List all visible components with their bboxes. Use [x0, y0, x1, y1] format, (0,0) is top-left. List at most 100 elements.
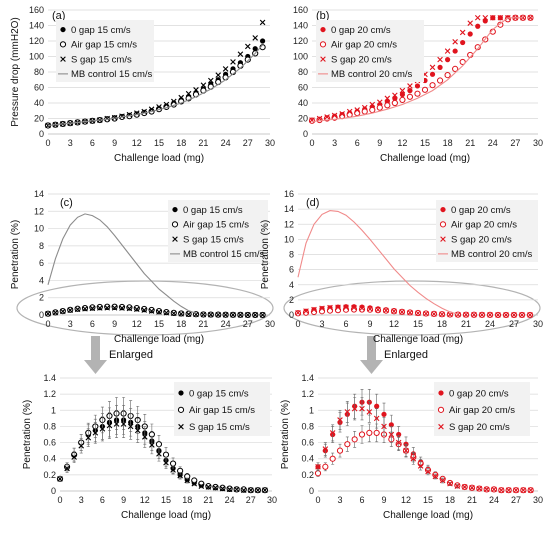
legend-entry: 0 gap 15 cm/s	[183, 205, 243, 216]
legend-swatch	[320, 56, 326, 62]
panel-label: (c)	[60, 197, 73, 209]
data-point	[511, 312, 517, 318]
data-point	[399, 96, 406, 104]
y-tick-label: 80	[298, 67, 308, 77]
x-tick-label: 24	[225, 495, 235, 505]
data-point	[134, 306, 140, 312]
data-point	[460, 39, 466, 46]
series-4	[297, 210, 459, 315]
data-point	[163, 459, 169, 466]
data-point	[359, 305, 365, 311]
data-point	[303, 308, 309, 314]
data-point	[252, 46, 258, 52]
data-point	[248, 487, 254, 493]
y-tick-label: 20	[34, 114, 44, 124]
x-tick-label: 9	[377, 138, 382, 148]
x-tick-label: 24	[488, 138, 498, 148]
data-point	[141, 305, 148, 313]
data-point	[149, 442, 155, 448]
y-tick-label: 2	[39, 293, 44, 303]
y-tick-label: 0	[39, 129, 44, 139]
data-point	[497, 21, 504, 28]
y-tick-label: 0.2	[43, 470, 56, 480]
data-point	[454, 483, 461, 489]
data-point	[431, 311, 437, 317]
data-point	[200, 311, 207, 318]
data-point	[414, 83, 421, 89]
data-point	[60, 308, 66, 315]
data-point	[367, 306, 373, 312]
data-point	[177, 472, 183, 479]
data-point	[134, 427, 141, 434]
data-point	[215, 311, 221, 318]
x-tick-label: 24	[485, 319, 495, 329]
y-tick-label: 1.2	[301, 389, 314, 399]
legend-entry: Air gap 15 cm/s	[189, 405, 255, 416]
data-point	[407, 309, 413, 316]
y-tick-label: 1.4	[43, 373, 56, 383]
data-point	[314, 470, 322, 477]
data-point	[215, 72, 221, 78]
legend-background	[56, 20, 154, 82]
data-point	[366, 429, 373, 436]
y-axis-label: Penetration (%)	[10, 220, 21, 289]
x-tick-label: 15	[154, 138, 164, 148]
y-tick-label: 0.8	[301, 421, 314, 431]
data-point	[71, 454, 77, 460]
data-point	[439, 311, 445, 318]
legend: 0 gap 15 cm/s Air gap 15 cm/s S gap 15 cm/…	[168, 200, 268, 262]
y-tick-label: 40	[298, 98, 308, 108]
y-tick-label: 8	[39, 241, 44, 251]
x-axis-label: Challenge load (mg)	[383, 510, 473, 521]
data-point	[366, 409, 373, 415]
x-tick-label: 24	[221, 319, 231, 329]
legend-entry: S gap 15 cm/s	[183, 234, 244, 245]
x-tick-label: 18	[437, 319, 447, 329]
data-point	[406, 93, 414, 100]
data-point	[374, 403, 380, 409]
x-tick-label: 9	[112, 138, 117, 148]
y-tick-label: 0.4	[43, 454, 56, 464]
data-point	[469, 484, 475, 491]
x-tick-label: 27	[510, 138, 520, 148]
legend-swatch	[320, 26, 326, 33]
y-tick-label: 0.2	[301, 470, 314, 480]
data-point	[452, 65, 459, 73]
data-point	[376, 104, 383, 111]
data-point	[148, 308, 155, 314]
data-point	[99, 426, 106, 432]
x-tick-label: 27	[243, 138, 253, 148]
y-tick-label: 6	[289, 265, 294, 275]
x-tick-label: 21	[198, 319, 208, 329]
y-tick-label: 100	[29, 52, 44, 62]
legend-entry: MB control 15 cm/s	[183, 249, 265, 260]
legend-swatch	[178, 423, 184, 430]
data-point	[392, 92, 398, 99]
data-point	[163, 101, 170, 108]
x-tick-label: 21	[198, 138, 208, 148]
data-point	[421, 86, 429, 93]
panel-label: (b)	[316, 10, 329, 22]
x-tick-label: 30	[267, 495, 277, 505]
legend-entry: MB control 15 cm/s	[71, 69, 153, 80]
data-point	[495, 312, 501, 318]
x-tick-label: 9	[381, 495, 386, 505]
y-tick-label: 40	[34, 98, 44, 108]
y-tick-label: 60	[34, 83, 44, 93]
data-point	[74, 306, 81, 313]
x-tick-label: 30	[533, 319, 543, 329]
data-point	[156, 104, 162, 110]
data-point	[482, 14, 489, 21]
y-tick-label: 0	[289, 310, 294, 320]
y-tick-label: 2	[289, 295, 294, 305]
data-point	[414, 90, 421, 97]
data-point	[343, 304, 349, 311]
y-tick-label: 10	[34, 224, 44, 234]
y-tick-label: 1.4	[301, 373, 314, 383]
legend: 0 gap 20 cm/s Air gap 20 cm/s S gap 20 cm/…	[316, 20, 424, 82]
y-tick-label: 10	[284, 234, 294, 244]
x-tick-label: 12	[401, 495, 411, 505]
data-point	[437, 64, 443, 70]
y-tick-label: 0	[39, 310, 44, 320]
data-point	[104, 305, 110, 311]
